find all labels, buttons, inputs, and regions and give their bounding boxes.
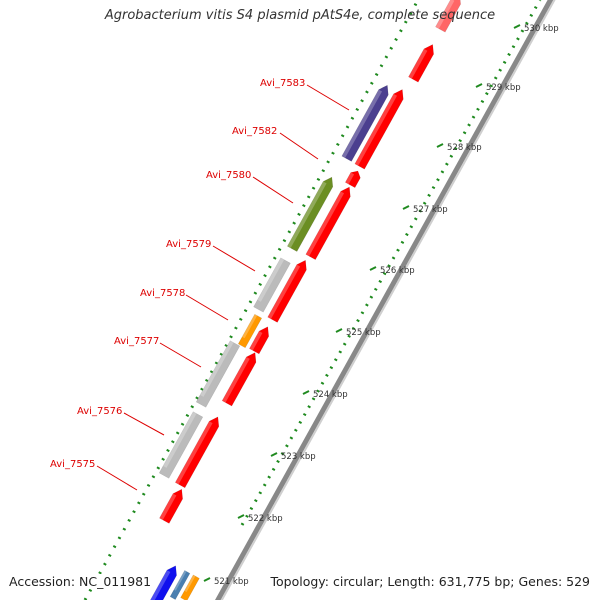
tick-mark	[513, 24, 521, 29]
gene-leader-line	[123, 412, 165, 436]
tick-mark	[335, 328, 343, 333]
gene-purple	[341, 84, 389, 162]
map-title: Agrobacterium vitis S4 plasmid pAtS4e, c…	[104, 8, 496, 23]
cds-forward	[435, 0, 461, 33]
gene-other	[253, 257, 291, 313]
gene-other	[158, 411, 204, 479]
tick-label: 529 kbp	[486, 83, 521, 93]
summary-text: Topology: circular; Length: 631,775 bp; …	[266, 574, 590, 589]
tick-mark	[270, 452, 278, 457]
inner-gc-ring	[240, 0, 542, 526]
cds-forward	[344, 170, 361, 189]
cds-forward	[174, 416, 220, 489]
tick-label: 526 kbp	[380, 266, 415, 276]
gene-label: Avi_7578	[140, 288, 185, 299]
cds-forward	[305, 186, 351, 260]
tick-mark	[402, 205, 410, 210]
gene-other	[195, 340, 241, 408]
tick-label: 524 kbp	[313, 390, 348, 400]
tick-label: 528 kbp	[447, 143, 482, 153]
cds-forward	[159, 488, 183, 524]
gene-label: Avi_7577	[114, 336, 159, 347]
cds-forward	[354, 89, 404, 170]
feature-track	[149, 0, 461, 600]
gene-green	[286, 176, 334, 252]
gene-label: Avi_7580	[206, 170, 251, 181]
gene-labels: Avi_7583 Avi_7582 Avi_7580 Avi_7579 Avi_7578…	[50, 78, 350, 491]
gene-leader-line	[306, 84, 350, 111]
tick-label: 523 kbp	[281, 452, 316, 462]
tick-label: 527 kbp	[413, 205, 448, 215]
tick-label: 525 kbp	[346, 328, 381, 338]
gene-label: Avi_7576	[77, 406, 122, 417]
gene-leader-line	[212, 245, 256, 272]
backbone	[215, 0, 569, 600]
tick-mark	[475, 83, 483, 88]
gene-blue	[149, 565, 177, 600]
gene-leader-line	[159, 342, 202, 368]
cds-forward	[267, 259, 307, 323]
tick-label: 522 kbp	[248, 514, 283, 524]
accession-text: Accession: NC_011981	[9, 574, 156, 589]
cds-forward	[221, 352, 257, 407]
cds-forward	[249, 326, 269, 355]
outer-gc-ring	[83, 0, 420, 600]
gene-leader-line	[96, 465, 138, 491]
tick-mark	[369, 266, 377, 271]
gene-label: Avi_7582	[232, 126, 277, 137]
tick-mark	[237, 514, 245, 519]
tick-mark	[302, 390, 310, 395]
tick-label: 530 kbp	[524, 24, 559, 34]
gene-leader-line	[279, 132, 319, 160]
gene-orange	[237, 313, 263, 349]
tick-mark	[203, 577, 211, 582]
gene-label: Avi_7583	[260, 78, 305, 89]
backbone-group	[215, 0, 571, 600]
gene-leader-line	[185, 294, 229, 321]
tick-mark	[436, 143, 444, 148]
gene-leader-line	[252, 176, 294, 204]
gene-label: Avi_7575	[50, 459, 95, 470]
gene-label: Avi_7579	[166, 239, 211, 250]
scale-ticks: 521 kbp 522 kbp 523 kbp 524 kbp 525 kbp 526 k…	[203, 24, 559, 587]
cds-forward	[408, 44, 434, 83]
gene-orange	[180, 574, 200, 600]
tick-label: 521 kbp	[214, 577, 249, 587]
